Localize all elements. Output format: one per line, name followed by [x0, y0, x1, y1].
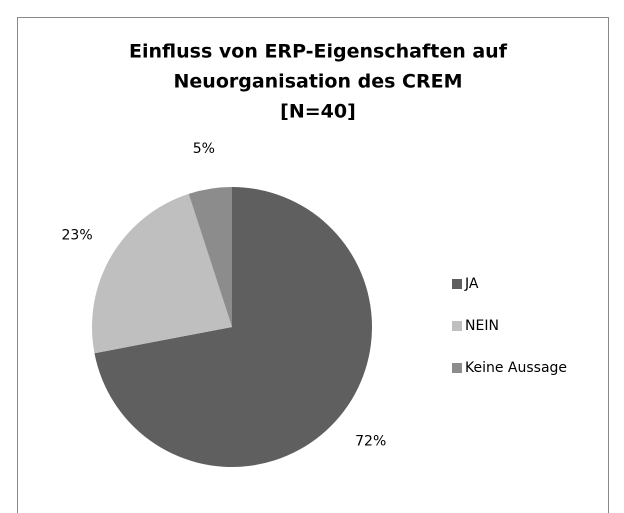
- data-label: 72%: [355, 434, 386, 450]
- legend-label: NEIN: [465, 318, 499, 334]
- pie-slice: [94, 187, 372, 467]
- legend-swatch: [452, 363, 462, 373]
- legend-swatch: [452, 321, 462, 331]
- chart-title: [N=40]: [280, 101, 356, 123]
- legend-label: JA: [464, 276, 479, 292]
- legend-label: Keine Aussage: [465, 360, 567, 376]
- data-label: 5%: [193, 141, 215, 157]
- pie-slice: [91, 193, 232, 354]
- legend-swatch: [452, 279, 462, 289]
- chart-title: Einfluss von ERP-Eigenschaften auf: [129, 41, 508, 63]
- chart-title: Neuorganisation des CREM: [174, 71, 463, 93]
- pie-slice: [188, 187, 232, 327]
- data-label: 23%: [62, 227, 93, 243]
- chart-frame: [17, 17, 609, 513]
